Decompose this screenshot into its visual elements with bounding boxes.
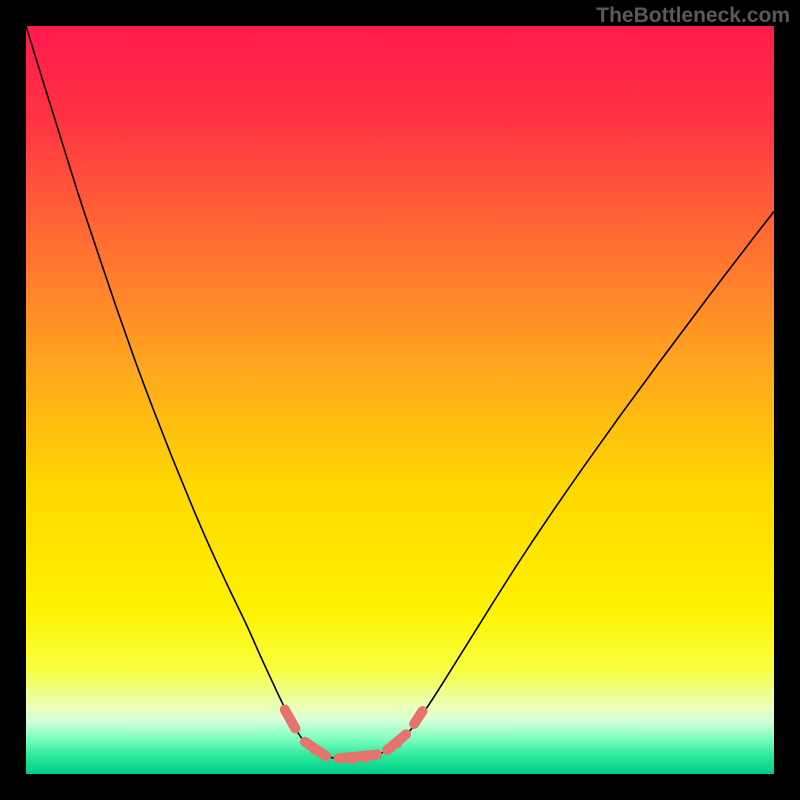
- overlay-marker: [409, 719, 419, 729]
- overlay-marker: [280, 705, 290, 715]
- overlay-marker: [347, 754, 357, 764]
- overlay-marker: [310, 745, 320, 755]
- overlay-segment: [339, 755, 377, 759]
- overlay-marker: [321, 751, 331, 761]
- overlay-marker: [417, 706, 427, 716]
- overlay-marker: [360, 753, 370, 763]
- overlay-marker: [382, 745, 392, 755]
- chart-svg: [26, 26, 774, 774]
- chart-plot-area: [26, 26, 774, 774]
- overlay-marker: [290, 723, 300, 733]
- chart-background-gradient: [26, 26, 774, 774]
- overlay-marker: [392, 738, 402, 748]
- overlay-marker: [372, 750, 382, 760]
- watermark-text: TheBottleneck.com: [596, 4, 790, 28]
- overlay-marker: [300, 737, 310, 747]
- overlay-marker: [334, 753, 344, 763]
- overlay-marker: [401, 729, 411, 739]
